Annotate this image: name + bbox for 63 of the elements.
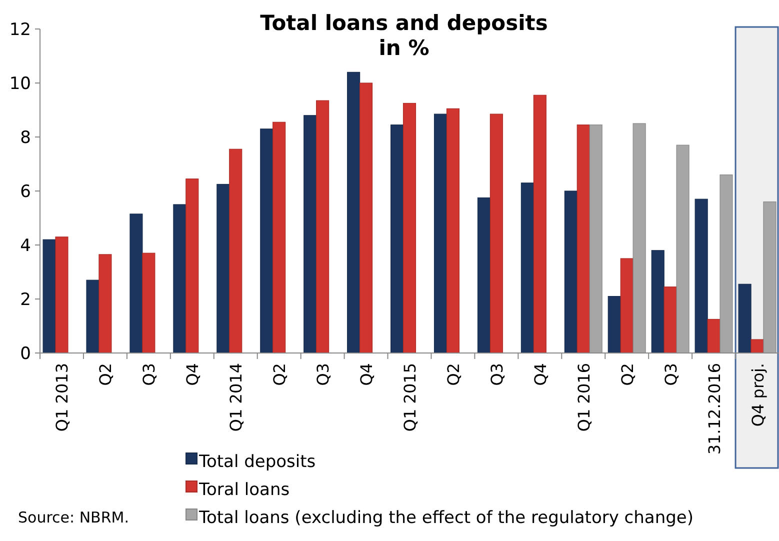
bar bbox=[738, 284, 752, 354]
y-tick-label: 12 bbox=[9, 20, 31, 40]
bar bbox=[260, 128, 274, 354]
bar bbox=[608, 296, 621, 354]
bar bbox=[360, 82, 373, 354]
x-tick-label: Q1 2013 bbox=[52, 363, 72, 432]
bar bbox=[402, 102, 416, 354]
bar bbox=[477, 197, 491, 354]
y-tick-label: 10 bbox=[9, 74, 31, 94]
legend-label: Total deposits bbox=[198, 452, 316, 472]
bar bbox=[316, 100, 330, 354]
bar bbox=[173, 204, 186, 354]
bar bbox=[651, 250, 664, 354]
bar bbox=[446, 108, 460, 354]
bar bbox=[390, 124, 404, 354]
x-tick-label: Q1 2015 bbox=[400, 363, 420, 432]
x-tick-label: Q3 bbox=[314, 363, 333, 386]
x-tick-label: Q2 bbox=[618, 363, 637, 386]
legend-label: Toral loans bbox=[198, 480, 290, 500]
bar bbox=[98, 254, 112, 354]
x-tick-label: Q1 2016 bbox=[574, 363, 594, 432]
chart-title: Total loans and deposits in % bbox=[260, 11, 548, 60]
bar bbox=[42, 239, 56, 354]
y-tick-label: 8 bbox=[20, 128, 31, 148]
bar bbox=[347, 72, 360, 354]
x-tick-label: 31.12.2016 bbox=[704, 363, 724, 455]
bar bbox=[750, 339, 764, 354]
bar bbox=[304, 115, 317, 354]
bar bbox=[272, 122, 286, 354]
x-tick-label: Q4 bbox=[183, 363, 202, 386]
bar bbox=[229, 148, 242, 354]
y-tick-label: 4 bbox=[20, 236, 31, 256]
bar bbox=[186, 178, 199, 354]
bar bbox=[142, 252, 156, 354]
x-tick-label: Q4 bbox=[530, 363, 550, 386]
bar bbox=[707, 318, 720, 354]
x-tick-label: Q2 bbox=[444, 363, 463, 386]
source-note: Source: NBRM. bbox=[18, 508, 129, 526]
x-tick-label: Q3 bbox=[661, 363, 680, 386]
bar bbox=[216, 184, 230, 354]
bar bbox=[434, 114, 448, 354]
y-tick-label: 0 bbox=[20, 344, 31, 364]
bar bbox=[620, 258, 634, 354]
x-tick-label: Q3 bbox=[140, 363, 159, 386]
bar bbox=[130, 214, 143, 354]
bar bbox=[664, 286, 677, 354]
bar bbox=[533, 94, 546, 354]
x-tick-label: Q1 2014 bbox=[226, 363, 246, 432]
bar bbox=[490, 114, 503, 354]
x-tick-label: Q2 bbox=[96, 363, 116, 386]
x-tick-label: Q2 bbox=[270, 363, 290, 386]
bar bbox=[86, 280, 100, 354]
x-tick-label: Q4 bbox=[357, 363, 376, 386]
bar bbox=[520, 182, 534, 354]
y-tick-label: 2 bbox=[20, 290, 31, 310]
bar bbox=[55, 236, 68, 354]
legend-label: Total loans (excluding the effect of the regulatory change) bbox=[198, 508, 694, 528]
bar bbox=[694, 198, 708, 354]
bar bbox=[576, 124, 590, 354]
bar bbox=[564, 190, 578, 354]
x-tick-label: Q4 proj. bbox=[748, 363, 768, 427]
x-tick-label: Q3 bbox=[487, 363, 506, 386]
y-tick-label: 6 bbox=[20, 182, 31, 202]
